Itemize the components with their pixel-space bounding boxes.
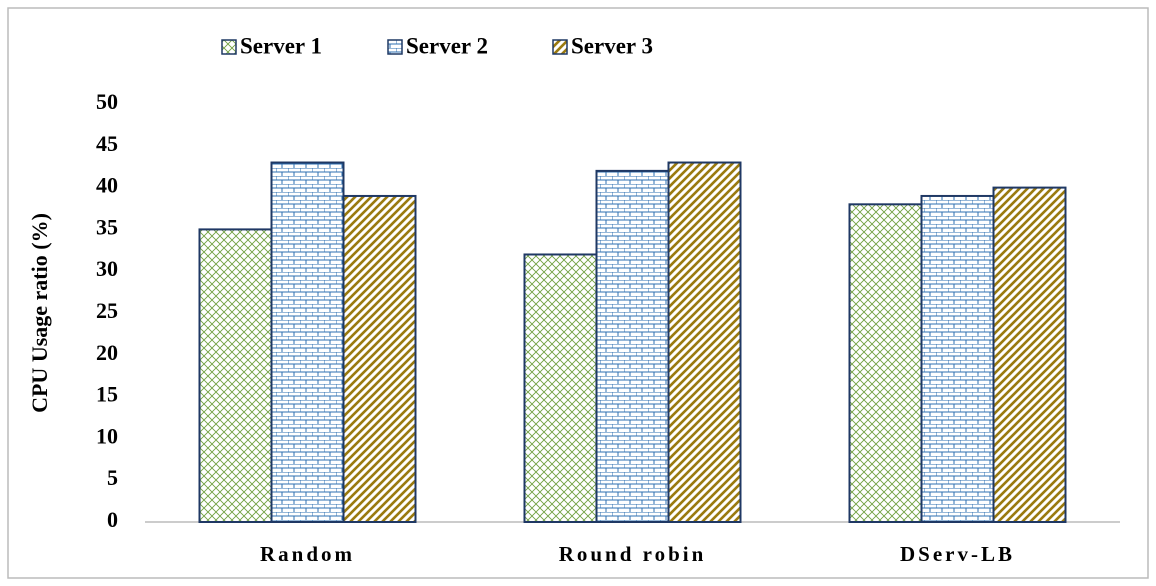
legend-swatch <box>552 39 568 55</box>
y-tick-label: 10 <box>96 423 118 448</box>
bar <box>992 186 1067 523</box>
bar <box>270 161 345 524</box>
x-tick-label: Round robin <box>559 542 707 566</box>
bar <box>198 228 273 523</box>
y-axis-title: CPU Usage ratio (%) <box>27 213 52 413</box>
legend-swatch <box>387 39 403 55</box>
y-tick-label: 50 <box>96 89 118 114</box>
y-tick-label: 30 <box>96 256 118 281</box>
y-tick-label: 5 <box>107 465 118 490</box>
y-tick-label: 20 <box>96 340 118 365</box>
legend-swatch <box>221 39 237 55</box>
legend-label: Server 1 <box>240 33 322 58</box>
legend-label: Server 2 <box>406 33 488 58</box>
y-tick-label: 15 <box>96 382 118 407</box>
y-tick-label: 45 <box>96 131 118 156</box>
x-tick-label: Random <box>260 542 355 566</box>
bar <box>920 194 995 524</box>
bar <box>667 161 742 524</box>
legend-label: Server 3 <box>571 33 653 58</box>
bar <box>342 194 417 524</box>
bar <box>595 169 670 523</box>
y-tick-label: 25 <box>96 298 118 323</box>
y-tick-label: 40 <box>96 173 118 198</box>
y-tick-label: 35 <box>96 214 118 239</box>
bar <box>848 203 923 523</box>
y-tick-label: 0 <box>107 507 118 532</box>
x-tick-label: DServ-LB <box>900 542 1015 566</box>
bar <box>523 253 598 523</box>
